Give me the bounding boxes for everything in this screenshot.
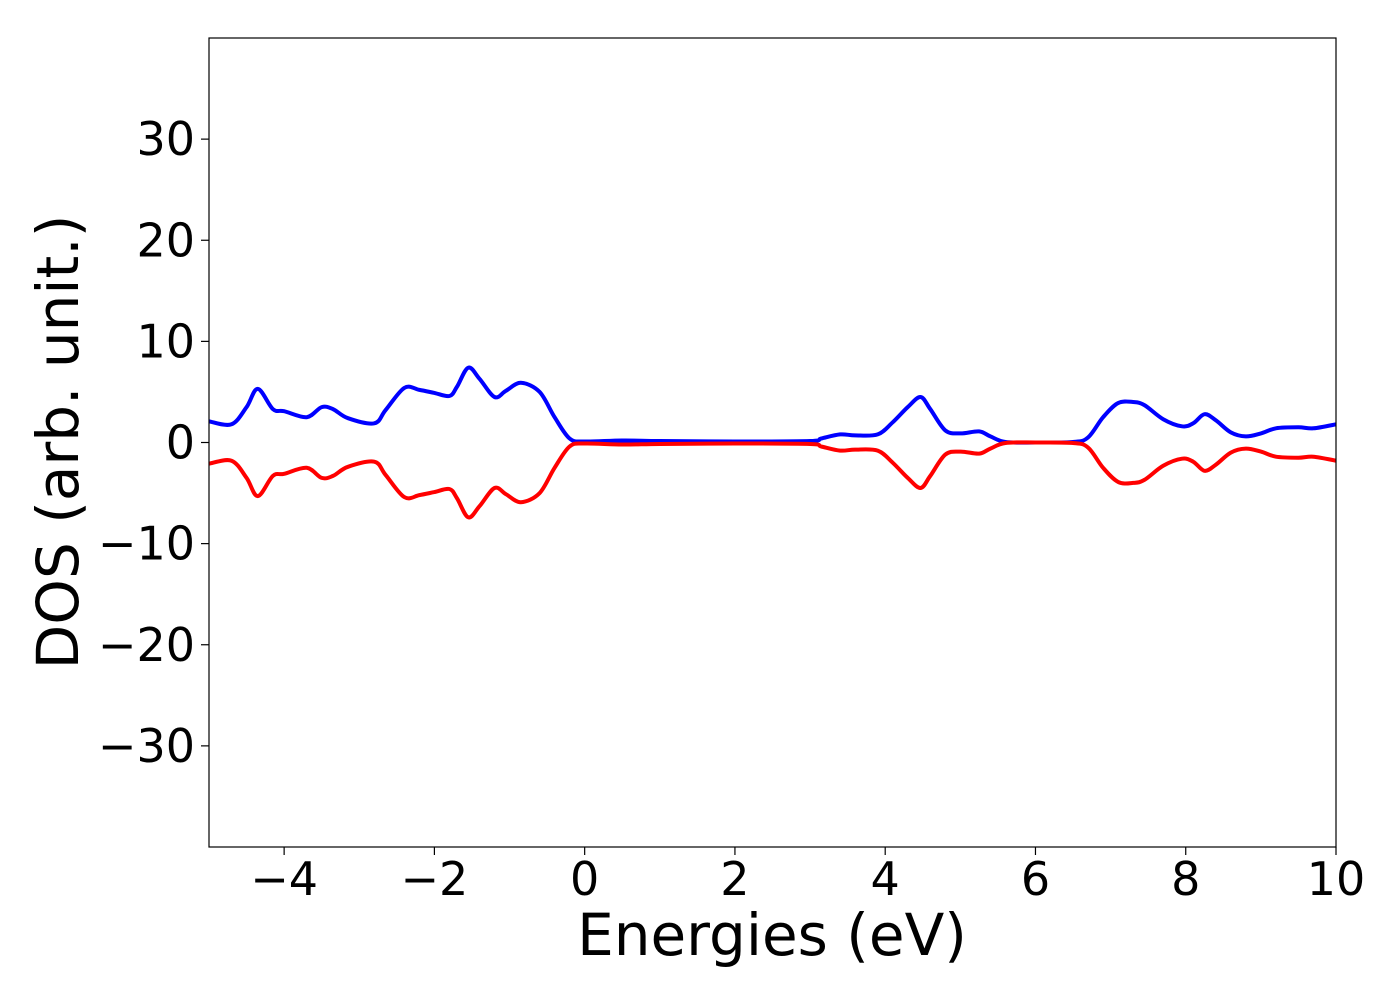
y-axis-label: DOS (arb. unit.) bbox=[24, 215, 92, 670]
y-tick-label: −30 bbox=[98, 719, 195, 773]
x-tick-label: 8 bbox=[1171, 852, 1200, 906]
x-axis-label: Energies (eV) bbox=[577, 901, 967, 969]
series-line-spin-down bbox=[209, 440, 1336, 520]
y-tick-label: 0 bbox=[166, 416, 195, 470]
y-tick-label: 30 bbox=[136, 112, 195, 166]
series-line-spin-up bbox=[209, 365, 1336, 445]
y-tick-label: 10 bbox=[136, 314, 195, 368]
x-tick-label: 4 bbox=[871, 852, 900, 906]
x-tick-label: 0 bbox=[570, 852, 599, 906]
x-tick-label: 10 bbox=[1307, 852, 1366, 906]
y-tick-label: −20 bbox=[98, 618, 195, 672]
x-tick-label: 2 bbox=[720, 852, 749, 906]
y-axis: 30 20 10 0 −10 −20 −30 bbox=[98, 112, 209, 773]
series-layer bbox=[209, 365, 1336, 520]
x-tick-label: 6 bbox=[1021, 852, 1050, 906]
x-tick-label: −4 bbox=[250, 852, 318, 906]
x-tick-label: −2 bbox=[400, 852, 468, 906]
y-tick-label: 20 bbox=[136, 213, 195, 267]
y-tick-label: −10 bbox=[98, 517, 195, 571]
x-axis: −4 −2 0 2 4 6 8 10 bbox=[250, 847, 1365, 906]
